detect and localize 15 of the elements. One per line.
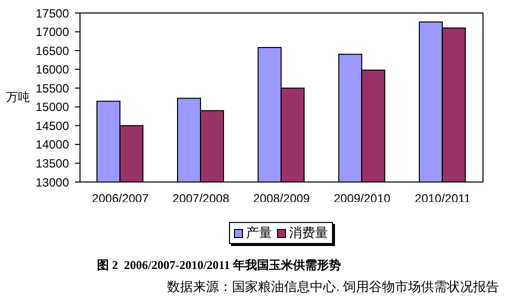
y-tick-label: 16500: [36, 44, 70, 58]
y-axis-title: 万吨: [6, 89, 30, 106]
y-tick-label: 13500: [36, 156, 70, 170]
y-tick-label: 17000: [36, 25, 70, 40]
y-tick-label: 16000: [36, 62, 70, 77]
y-tick-label: 14000: [36, 138, 70, 152]
y-tick-label: 15500: [36, 81, 70, 96]
y-tick-label: 13000: [36, 175, 70, 190]
y-tick-label: 17500: [36, 6, 70, 20]
y-tick-label: 15000: [36, 100, 70, 114]
source-note: 数据来源：国家粮油信息中心. 饲用谷物市场供需状况报告: [167, 278, 500, 296]
text: 图 2 2006/2007-2010/2011 年我国玉米供需形势: [97, 257, 342, 274]
legend-label: 消费量: [289, 224, 328, 242]
legend-label: 产量: [246, 224, 272, 242]
y-tick-label: 14500: [36, 118, 70, 133]
